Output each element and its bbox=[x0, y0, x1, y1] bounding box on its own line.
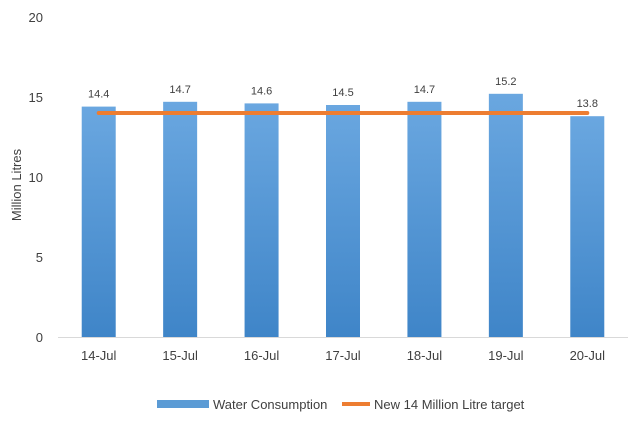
bar-14-Jul bbox=[81, 106, 116, 337]
bar-16-Jul bbox=[244, 103, 279, 338]
x-tick-label: 20-Jul bbox=[570, 348, 606, 363]
x-tick-label: 15-Jul bbox=[162, 348, 198, 363]
x-tick-label: 18-Jul bbox=[407, 348, 443, 363]
y-tick-label: 15 bbox=[29, 90, 43, 105]
y-tick-label: 5 bbox=[36, 250, 43, 265]
bar-15-Jul bbox=[163, 101, 198, 337]
x-tick-label: 19-Jul bbox=[488, 348, 524, 363]
data-label: 14.7 bbox=[414, 84, 435, 96]
x-axis-ticks: 14-Jul 15-Jul 16-Jul 17-Jul 18-Jul 19-Jul 20-J… bbox=[81, 348, 605, 363]
data-labels: 14.4 14.7 14.6 14.5 14.7 15.2 13.8 bbox=[88, 76, 598, 110]
data-label: 13.8 bbox=[577, 98, 598, 110]
y-tick-label: 10 bbox=[29, 170, 43, 185]
data-label: 14.5 bbox=[332, 87, 353, 99]
data-label: 14.7 bbox=[169, 84, 190, 96]
x-tick-label: 16-Jul bbox=[244, 348, 280, 363]
x-tick-label: 14-Jul bbox=[81, 348, 117, 363]
legend-label-water-consumption: Water Consumption bbox=[213, 397, 327, 412]
legend-label-target: New 14 Million Litre target bbox=[374, 397, 525, 412]
data-label: 14.6 bbox=[251, 85, 272, 97]
x-tick-label: 17-Jul bbox=[325, 348, 361, 363]
bar-17-Jul bbox=[326, 105, 360, 337]
data-label: 14.4 bbox=[88, 89, 109, 101]
y-tick-label: 0 bbox=[36, 330, 43, 345]
y-axis-ticks: 0 5 10 15 20 bbox=[29, 10, 43, 345]
bar-18-Jul bbox=[407, 101, 442, 337]
bar-19-Jul bbox=[488, 93, 523, 337]
bar-20-Jul bbox=[570, 116, 605, 337]
legend: Water Consumption New 14 Million Litre t… bbox=[157, 397, 525, 412]
data-label: 15.2 bbox=[495, 76, 516, 88]
y-axis-label: Million Litres bbox=[9, 148, 24, 221]
legend-swatch-water-consumption bbox=[157, 400, 209, 408]
bars bbox=[81, 93, 605, 338]
y-tick-label: 20 bbox=[29, 10, 43, 25]
